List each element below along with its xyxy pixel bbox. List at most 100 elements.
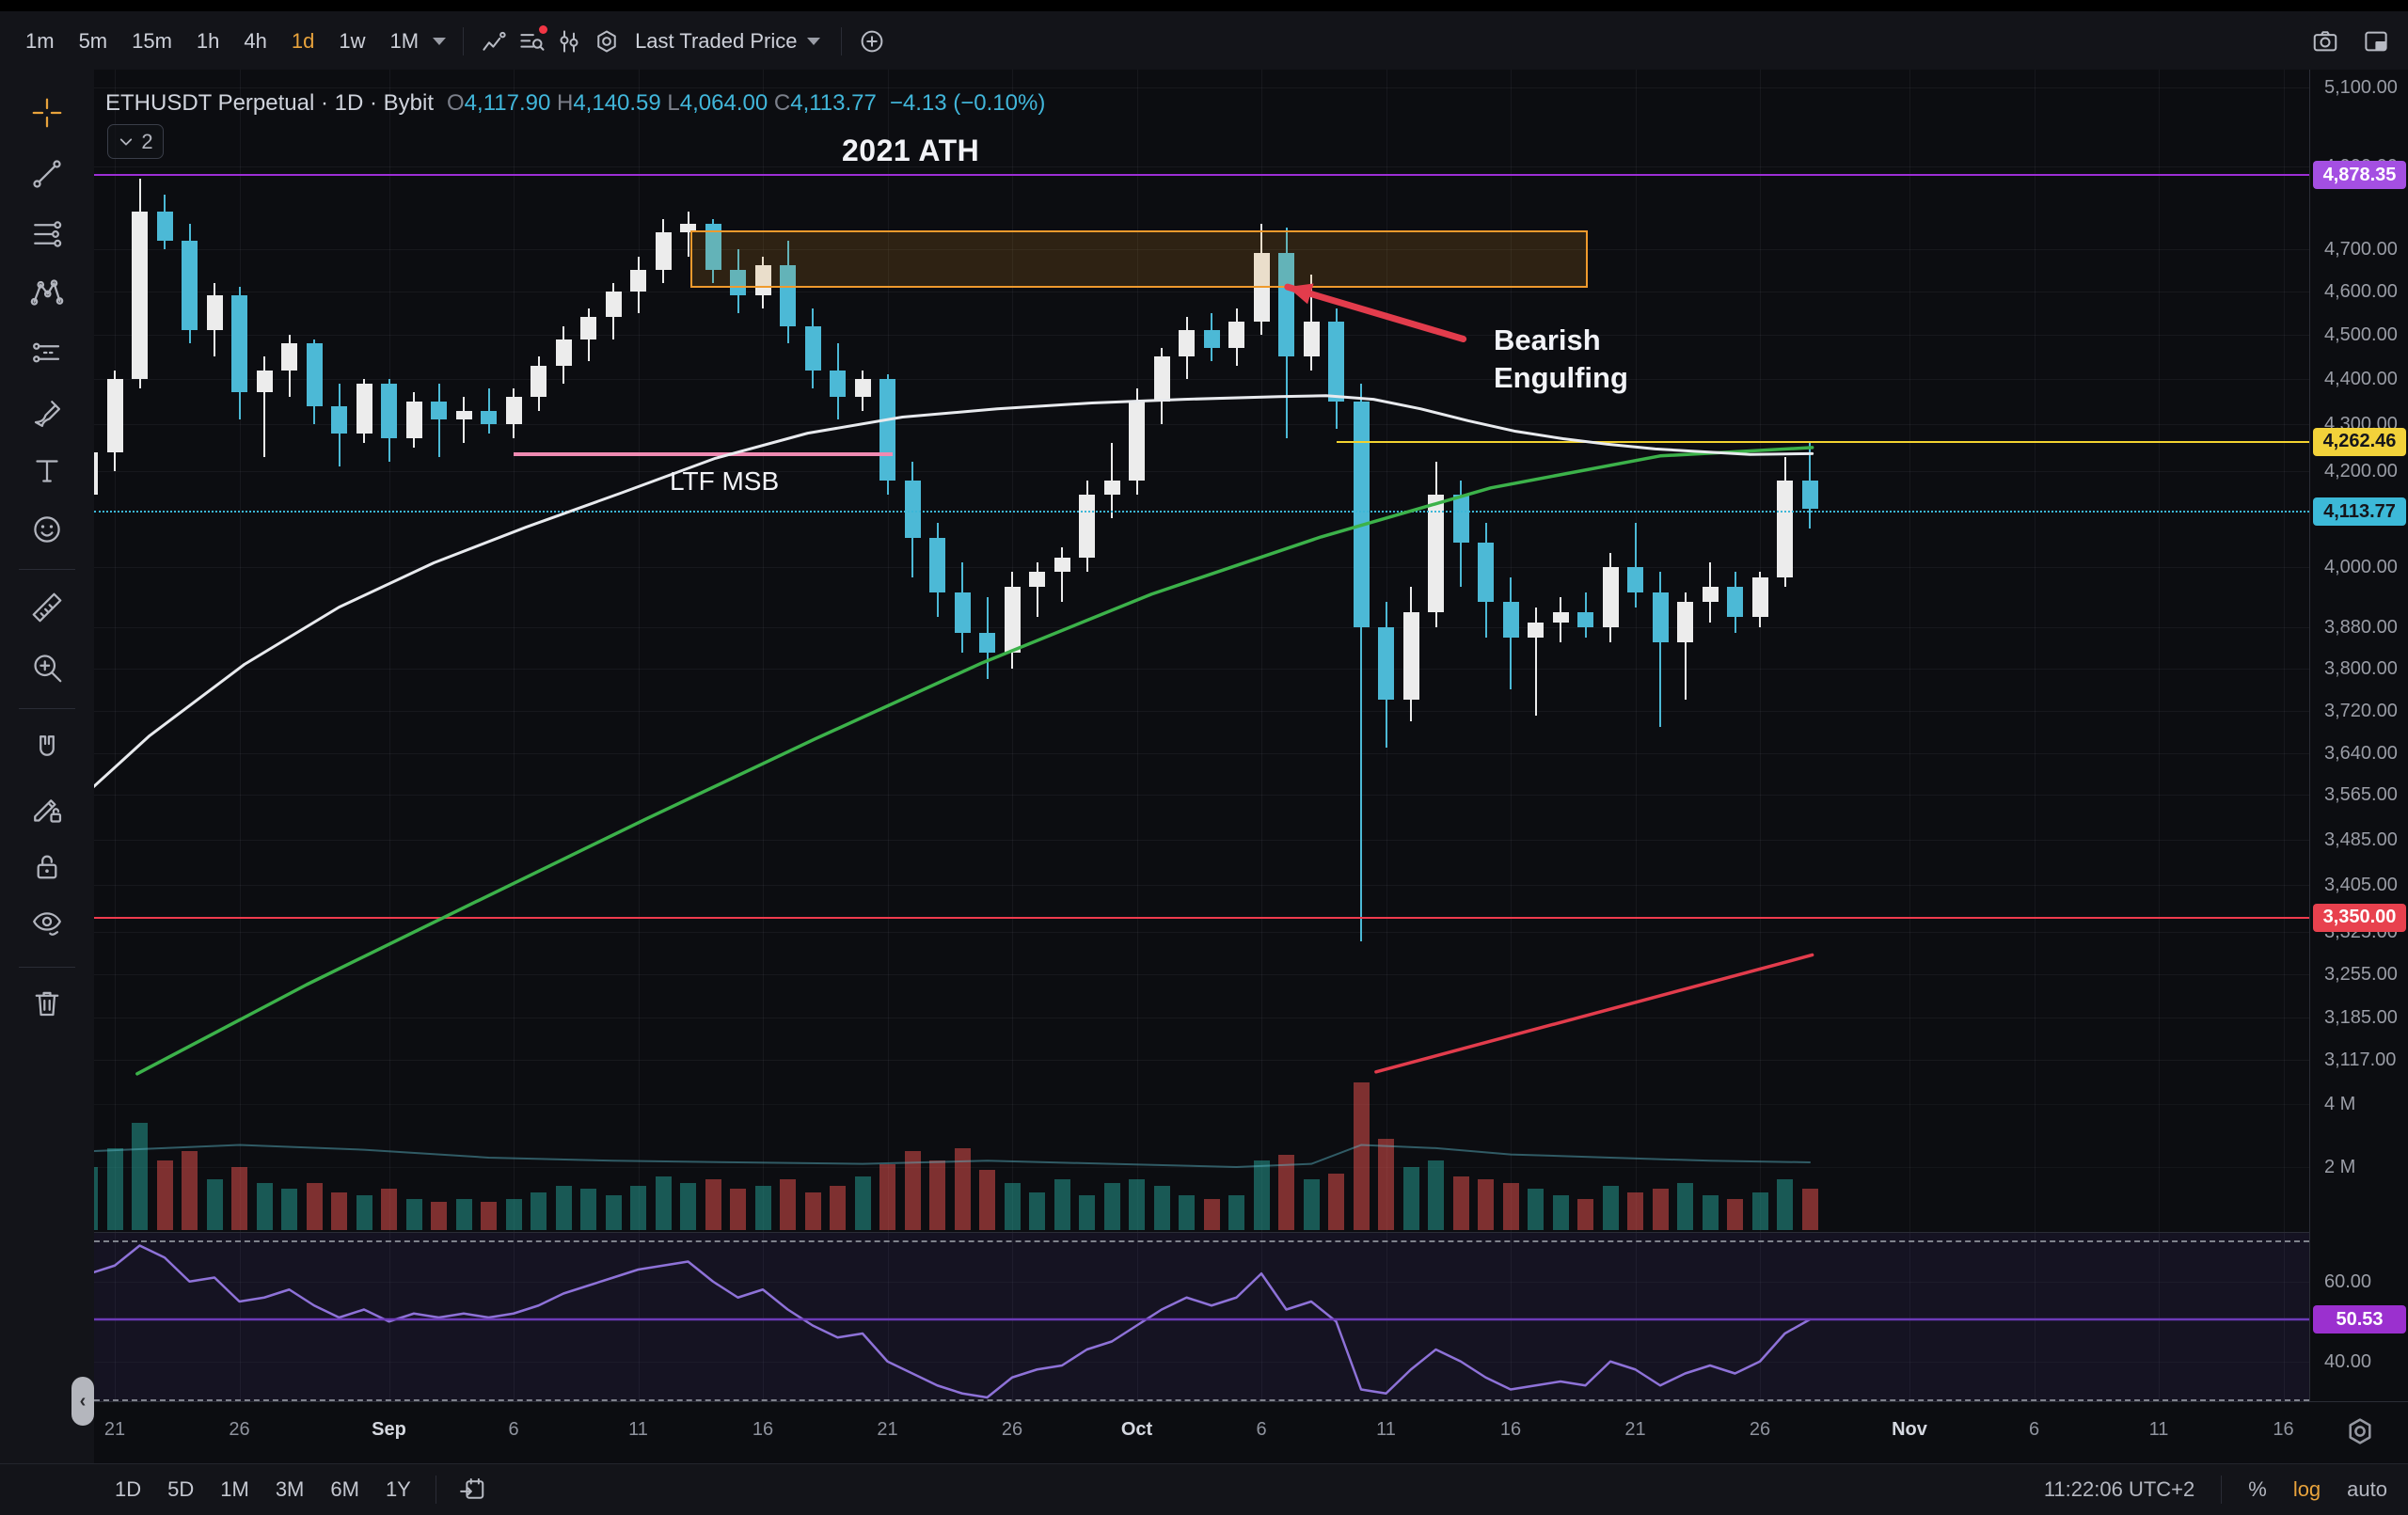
long-position-icon[interactable] <box>27 333 67 372</box>
msb-line[interactable] <box>514 451 893 456</box>
timeframe-button-1m[interactable]: 1m <box>25 28 55 53</box>
price-tick-label: 3,720.00 <box>2324 700 2398 721</box>
range-button-1M[interactable]: 1M <box>220 1477 249 1501</box>
hide-drawings-icon[interactable] <box>27 903 67 942</box>
volume-bar <box>879 1163 895 1230</box>
add-circle-icon[interactable] <box>853 23 891 60</box>
rsi-value-badge: 50.53 <box>2313 1305 2406 1334</box>
volume-tick-label: 4 M <box>2324 1094 2356 1114</box>
crosshair-icon[interactable] <box>27 93 67 133</box>
candle <box>1402 611 1419 701</box>
timeframe-button-1M[interactable]: 1M <box>389 28 420 53</box>
msb-label[interactable]: LTF MSB <box>670 466 780 496</box>
fib-retracement-icon[interactable] <box>27 214 67 254</box>
emoji-icon[interactable] <box>27 510 67 549</box>
timeframe-menu-caret[interactable] <box>433 37 447 45</box>
timeframe-button-1d[interactable]: 1d <box>291 28 315 53</box>
time-axis[interactable]: 21 26 Sep 6 11 16 21 26 Oct 6 11 16 21 26 Nov 6 11 16 <box>94 1401 2408 1463</box>
xabcd-pattern-icon[interactable] <box>27 273 67 312</box>
candle <box>1677 602 1693 643</box>
drawing-pencil-lock-icon[interactable] <box>27 789 67 829</box>
range-button-5D[interactable]: 5D <box>167 1477 195 1501</box>
price-level-line[interactable] <box>1336 440 2309 443</box>
candle <box>331 405 347 434</box>
volume-bar <box>1253 1160 1270 1230</box>
log-scale-button[interactable]: log <box>2292 1477 2321 1501</box>
horizontal-gridline <box>94 885 2309 887</box>
price-level-line[interactable] <box>94 174 2309 177</box>
symbol-title[interactable]: ETHUSDT Perpetual · 1D · Bybit <box>105 90 434 116</box>
vertical-gridline <box>1909 70 1910 1401</box>
price-level-line[interactable] <box>94 511 2309 513</box>
lock-icon[interactable] <box>27 847 67 887</box>
candle <box>156 211 173 241</box>
supply-zone-box[interactable] <box>690 229 1589 289</box>
bearish-engulfing-label[interactable]: Bearish Engulfing <box>1494 324 1628 395</box>
price-tick-label: 3,255.00 <box>2324 964 2398 985</box>
candle <box>754 265 771 296</box>
horizontal-gridline <box>94 1059 2309 1061</box>
timeframe-button-15m[interactable]: 15m <box>132 28 172 53</box>
ohlc-value: 4,064.00 <box>679 90 774 116</box>
time-tick-label: 21 <box>877 1419 898 1440</box>
timeframe-button-5m[interactable]: 5m <box>78 28 108 53</box>
chart-pane[interactable]: 2021 ATH LTF MSB Bearish Engulfing <box>94 70 2309 1401</box>
timeframe-button-1w[interactable]: 1w <box>339 28 366 53</box>
timeframe-button-4h[interactable]: 4h <box>244 28 267 53</box>
settings-gear-icon[interactable] <box>588 23 626 60</box>
range-button-1Y[interactable]: 1Y <box>385 1477 411 1501</box>
symbol-legend: ETHUSDT Perpetual · 1D · Bybit O4,117.90… <box>105 90 1045 117</box>
clock[interactable]: 11:22:06 UTC+2 <box>2043 1477 2195 1501</box>
range-button-3M[interactable]: 3M <box>275 1477 305 1501</box>
volume-bar <box>655 1176 672 1230</box>
time-tick-label: Nov <box>1892 1419 1927 1440</box>
price-source-dropdown[interactable]: Last Traded Price <box>626 24 829 59</box>
candle <box>381 383 397 438</box>
percent-scale-button[interactable]: % <box>2248 1477 2267 1501</box>
ath-label[interactable]: 2021 ATH <box>842 134 980 167</box>
rsi-pane-selection-border <box>94 1399 2309 1401</box>
volume-bar <box>106 1147 123 1230</box>
indicators-icon[interactable] <box>513 23 550 60</box>
text-icon[interactable] <box>27 451 67 491</box>
top-toolbar-row: 1m 5m 15m 1h 4h 1d 1w 1M Last Traded Price <box>0 11 2408 71</box>
pane-collapse-handle[interactable]: ‹ <box>71 1377 94 1426</box>
brush-icon[interactable] <box>27 391 67 431</box>
candle <box>505 397 522 425</box>
go-to-date-icon[interactable] <box>453 1471 491 1508</box>
chart-style-icon[interactable] <box>475 23 513 60</box>
auto-scale-button[interactable]: auto <box>2347 1477 2387 1501</box>
candle <box>1203 330 1220 348</box>
volume-bar <box>1777 1179 1793 1230</box>
drawings-count-badge[interactable]: 2 <box>107 124 164 159</box>
time-tick-label: 11 <box>2148 1419 2169 1440</box>
timeframe-button-1h[interactable]: 1h <box>196 28 220 53</box>
range-button-6M[interactable]: 6M <box>330 1477 359 1501</box>
volume-bar <box>780 1179 796 1230</box>
vertical-gridline <box>2283 70 2285 1401</box>
time-tick-label: 6 <box>1256 1419 1267 1440</box>
trend-line-icon[interactable] <box>27 154 67 194</box>
volume-bar <box>1303 1179 1320 1230</box>
candle <box>1452 494 1469 544</box>
screenshot-camera-icon[interactable] <box>2306 23 2344 60</box>
price-tick-label: 3,485.00 <box>2324 829 2398 850</box>
horizontal-gridline <box>94 794 2309 796</box>
ruler-icon[interactable] <box>27 588 67 627</box>
range-button-1D[interactable]: 1D <box>115 1477 142 1501</box>
candle <box>1079 494 1095 558</box>
panel-layout-icon[interactable] <box>2357 23 2395 60</box>
candle <box>879 379 895 481</box>
price-change: −4.13 (−0.10%) <box>889 90 1046 116</box>
zoom-in-icon[interactable] <box>27 648 67 687</box>
price-axis[interactable]: 5,100.004,900.004,700.004,600.004,500.00… <box>2309 70 2408 1401</box>
price-tick-label: 4,000.00 <box>2324 557 2398 578</box>
magnet-icon[interactable] <box>27 729 67 768</box>
pane-separator[interactable] <box>94 1232 2408 1233</box>
price-level-line[interactable] <box>94 916 2309 919</box>
volume-bar <box>1452 1176 1469 1230</box>
axis-settings-gear-icon[interactable] <box>2342 1413 2378 1454</box>
candles-icon[interactable] <box>550 23 588 60</box>
trash-icon[interactable] <box>27 984 67 1023</box>
candle <box>605 291 622 318</box>
